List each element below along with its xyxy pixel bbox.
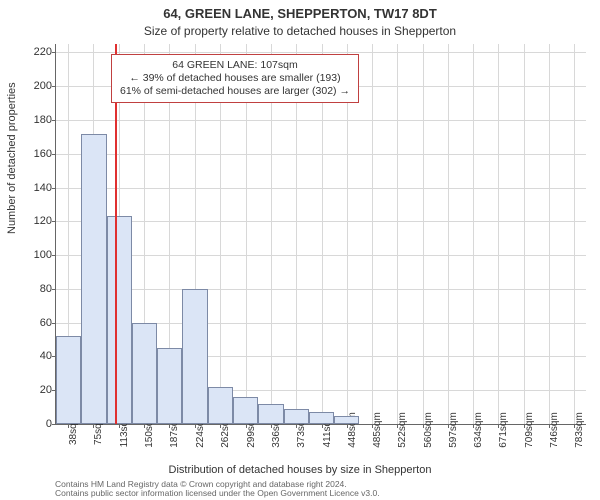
histogram-bar <box>157 348 182 424</box>
ytick-label: 100 <box>34 249 52 261</box>
ytick-mark <box>52 221 56 222</box>
ytick-mark <box>52 424 56 425</box>
chart-subtitle: Size of property relative to detached ho… <box>0 24 600 38</box>
ytick-label: 200 <box>34 80 52 92</box>
xtick-label: 634sqm <box>473 412 484 448</box>
footer-attribution: Contains HM Land Registry data © Crown c… <box>55 480 585 499</box>
annotation-line-1: 64 GREEN LANE: 107sqm <box>120 59 350 72</box>
xtick-label: 560sqm <box>423 412 434 448</box>
histogram-bar <box>107 216 132 424</box>
histogram-bar <box>284 409 309 424</box>
histogram-bar <box>81 134 107 424</box>
xtick-label: 709sqm <box>524 412 535 448</box>
histogram-bar <box>182 289 207 424</box>
xtick-label: 522sqm <box>397 412 408 448</box>
chart-title: 64, GREEN LANE, SHEPPERTON, TW17 8DT <box>0 6 600 21</box>
ytick-label: 160 <box>34 148 52 160</box>
xtick-label: 485sqm <box>372 412 383 448</box>
annotation-line-2: ← 39% of detached houses are smaller (19… <box>120 72 350 85</box>
ytick-mark <box>52 289 56 290</box>
gridline-vertical <box>473 44 474 424</box>
histogram-bar <box>258 404 283 424</box>
ytick-label: 180 <box>34 114 52 126</box>
ytick-label: 60 <box>40 317 52 329</box>
ytick-mark <box>52 52 56 53</box>
ytick-mark <box>52 255 56 256</box>
gridline-vertical <box>397 44 398 424</box>
histogram-bar <box>309 412 334 424</box>
ytick-mark <box>52 86 56 87</box>
ytick-mark <box>52 120 56 121</box>
x-axis-label: Distribution of detached houses by size … <box>0 464 600 476</box>
xtick-label: 783sqm <box>574 412 585 448</box>
footer-line-2: Contains public sector information licen… <box>55 489 585 498</box>
histogram-bar <box>132 323 157 424</box>
ytick-label: 0 <box>46 418 52 430</box>
gridline-vertical <box>524 44 525 424</box>
ytick-label: 20 <box>40 384 52 396</box>
ytick-mark <box>52 188 56 189</box>
ytick-mark <box>52 323 56 324</box>
plot-area: 02040608010012014016018020022038sqm75sqm… <box>55 44 586 425</box>
ytick-label: 40 <box>40 350 52 362</box>
xtick-label: 671sqm <box>498 412 509 448</box>
histogram-bar <box>56 336 81 424</box>
gridline-vertical <box>448 44 449 424</box>
xtick-label: 746sqm <box>549 412 560 448</box>
gridline-vertical <box>574 44 575 424</box>
annotation-box: 64 GREEN LANE: 107sqm← 39% of detached h… <box>111 54 359 103</box>
ytick-mark <box>52 154 56 155</box>
histogram-bar <box>208 387 233 424</box>
chart-container: 64, GREEN LANE, SHEPPERTON, TW17 8DT Siz… <box>0 0 600 500</box>
ytick-label: 220 <box>34 46 52 58</box>
ytick-label: 80 <box>40 283 52 295</box>
annotation-line-3: 61% of semi-detached houses are larger (… <box>120 85 350 98</box>
histogram-bar <box>334 416 359 424</box>
histogram-bar <box>233 397 259 424</box>
gridline-vertical <box>549 44 550 424</box>
gridline-vertical <box>372 44 373 424</box>
gridline-vertical <box>498 44 499 424</box>
y-axis-label: Number of detached properties <box>6 82 18 234</box>
xtick-label: 597sqm <box>448 412 459 448</box>
ytick-label: 140 <box>34 182 52 194</box>
gridline-vertical <box>423 44 424 424</box>
ytick-label: 120 <box>34 215 52 227</box>
